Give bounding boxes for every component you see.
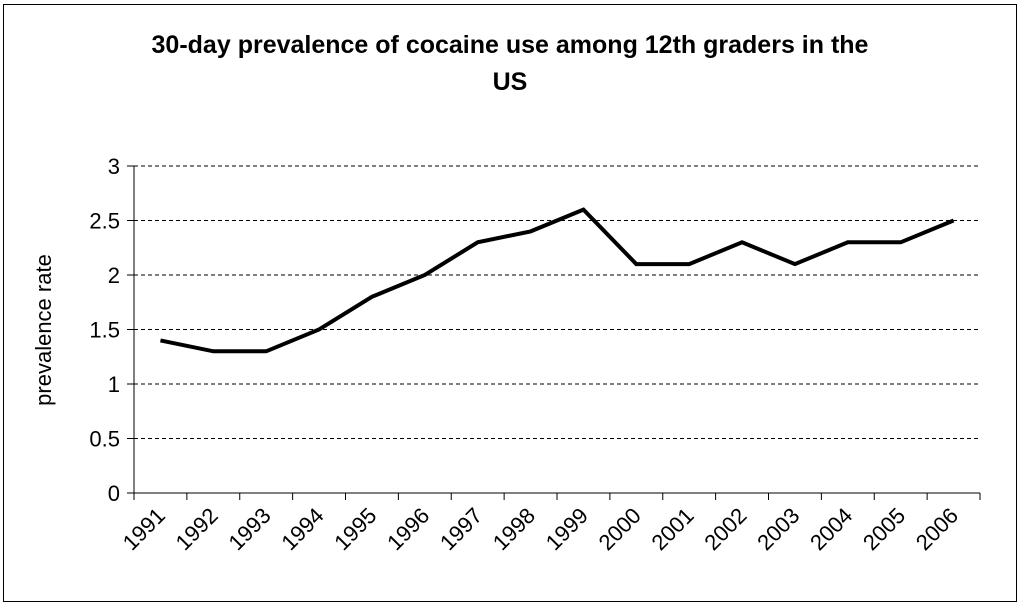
chart-frame (3, 4, 1017, 602)
x-tick-label: 1993 (223, 503, 275, 555)
x-tick-label: 1998 (488, 503, 540, 555)
y-tick-label: 0.5 (89, 427, 120, 452)
chart-title: 30-day prevalence of cocaine use among 1… (60, 27, 960, 101)
y-tick-label: 0 (108, 481, 120, 506)
series-line (160, 207, 955, 354)
chart-title-line-2: US (492, 68, 528, 96)
x-tick-label: 1996 (382, 503, 434, 555)
chart-title-line-1: 30-day prevalence of cocaine use among 1… (151, 31, 869, 59)
x-tick-label: 1992 (171, 503, 223, 555)
x-axis-ticks: 1991 1992 1993 1994 1995 1996 1997 1998 1999 2000… (118, 493, 981, 555)
x-tick-label: 1999 (541, 503, 593, 555)
x-tick-label: 2002 (699, 503, 751, 555)
x-tick-label: 2006 (911, 503, 963, 555)
x-tick-label: 2004 (805, 503, 857, 555)
y-axis-ticks: 0 0.5 1 1.5 2 2.5 3 (89, 154, 134, 506)
x-tick-label: 1995 (329, 503, 381, 555)
y-tick-label: 2.5 (89, 209, 120, 234)
x-tick-label: 2005 (858, 503, 910, 555)
x-tick-label: 1991 (118, 503, 170, 555)
y-axis-label: prevalence rate (31, 254, 56, 406)
y-tick-label: 1.5 (89, 318, 120, 343)
x-tick-label: 2001 (646, 503, 698, 555)
series-layer (160, 207, 955, 354)
x-tick-label: 2000 (594, 503, 646, 555)
gridlines (134, 165, 980, 439)
x-tick-label: 2003 (752, 503, 804, 555)
x-tick-label: 1994 (276, 503, 328, 555)
x-tick-label: 1997 (435, 503, 487, 555)
y-tick-label: 2 (108, 263, 120, 288)
y-tick-label: 3 (108, 154, 120, 179)
y-tick-label: 1 (108, 372, 120, 397)
